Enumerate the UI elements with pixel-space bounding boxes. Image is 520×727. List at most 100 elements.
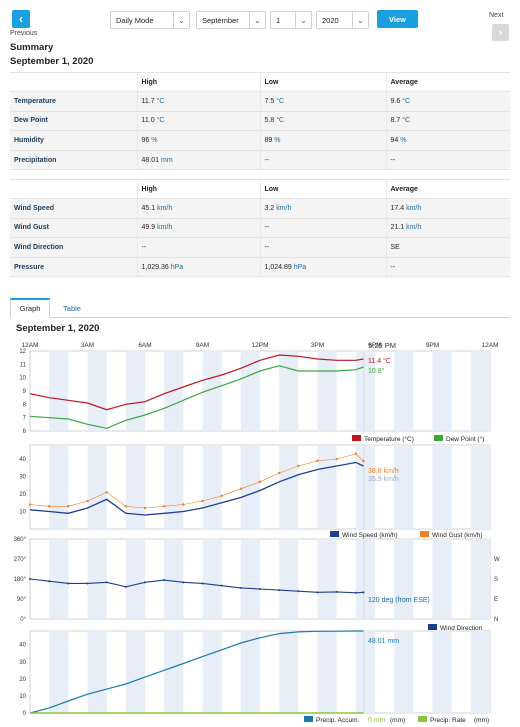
wind-direction-point (182, 581, 185, 584)
summary-title: Summary (10, 42, 54, 53)
precip-accum-end-label: 48.01 mm (368, 638, 399, 645)
wind-direction-point (220, 584, 223, 587)
header-high: High (136, 179, 260, 199)
hour-band (470, 445, 490, 529)
hour-band (125, 351, 145, 431)
hour-band (49, 445, 69, 529)
y-tick-label: 30 (19, 475, 26, 481)
low-cell: 89 % (259, 130, 386, 151)
y-tick-label: 30 (19, 660, 26, 666)
low-value: 3.2 (264, 204, 275, 212)
wind-gust-end-label: 38.8 km/h (368, 468, 399, 475)
unit: °C (156, 117, 165, 125)
avg-value: 8.7 (390, 117, 401, 125)
chevron-down-icon: ⌄ (295, 12, 311, 28)
table-row: Wind Gust 49.9 km/h -- 21.1 km/h (10, 218, 510, 239)
high-cell: 48.01 mm (136, 150, 260, 171)
hour-band (394, 351, 414, 431)
unit: km/h (157, 224, 173, 232)
time-tick-label: 12PM (252, 342, 269, 349)
hour-band (125, 631, 145, 713)
hour-band (279, 539, 299, 619)
hour-band (279, 445, 299, 529)
current-time-label: 5:25 PM (368, 341, 396, 350)
y-tick-label: 10 (19, 510, 26, 516)
hour-band (317, 445, 337, 529)
time-tick-label: 12AM (22, 342, 39, 349)
avg-cell: -- (385, 257, 510, 278)
legend-swatch-temperature (352, 435, 361, 441)
previous-button[interactable]: ‹ (12, 10, 30, 28)
compass-label: S (494, 577, 498, 583)
hour-band (240, 445, 260, 529)
legend-label-wind-gust: Wind Gust (km/h) (432, 532, 483, 539)
date-navigation: ‹ Previous Daily Mode ⌄ September ⌄ 1 ⌄ … (0, 0, 520, 44)
y-tick-label: 90° (17, 597, 27, 603)
high-cell: 49.9 km/h (136, 218, 260, 239)
hour-band (164, 445, 184, 529)
previous-label: Previous (10, 30, 38, 37)
header-empty (10, 179, 137, 199)
low-value: -- (264, 156, 270, 164)
low-cell: 7.5 °C (259, 91, 386, 112)
summary-date: September 1, 2020 (10, 56, 94, 67)
row-label: Humidity (10, 130, 137, 151)
header-low: Low (259, 179, 386, 199)
high-value: 45.1 (141, 204, 156, 212)
next-button[interactable]: › (492, 24, 509, 41)
tab-table[interactable]: Table (63, 303, 81, 313)
unit: °C (156, 97, 165, 105)
legend-label-wind-speed: Wind Speed (km/h) (342, 532, 398, 539)
mode-select[interactable]: Daily Mode ⌄ (110, 11, 190, 29)
day-select[interactable]: 1 ⌄ (270, 11, 312, 29)
wind-direction-point (86, 582, 89, 585)
high-value: 48.01 (141, 156, 160, 164)
chevron-down-icon: ⌄ (173, 12, 189, 28)
table-header-row: High Low Average (10, 72, 510, 92)
high-value: 11.7 (141, 97, 155, 105)
low-value: 89 (264, 136, 273, 144)
header-low: Low (259, 72, 386, 92)
temperature-line (29, 354, 364, 411)
wind-direction-end-label: 120 deg (from ESE) (368, 597, 430, 604)
row-label: Wind Gust (10, 218, 137, 239)
low-cell: -- (259, 218, 386, 239)
high-cell: 11.0 °C (136, 111, 260, 132)
high-value: 49.9 (141, 224, 156, 232)
hour-band (317, 539, 337, 619)
next-label: Next (489, 12, 504, 19)
hour-band (279, 631, 299, 713)
day-select-value: 1 (276, 15, 281, 25)
avg-value: SE (390, 243, 400, 251)
high-cell: 1,029.36 hPa (136, 257, 260, 278)
precip-rate-end-label: 0 mm (368, 717, 386, 724)
tab-graph[interactable]: Graph (10, 298, 50, 318)
hour-band (125, 539, 145, 619)
view-button[interactable]: View (377, 10, 418, 28)
avg-cell: 94 % (385, 130, 510, 151)
legend-suffix: (mm) (474, 717, 489, 724)
hour-band (87, 351, 107, 431)
unit: km/h (406, 224, 422, 232)
y-tick-label: 20 (19, 677, 26, 683)
low-value: 5.8 (264, 117, 275, 125)
hour-band (432, 445, 452, 529)
unit: °C (402, 117, 411, 125)
avg-cell: 8.7 °C (385, 111, 510, 132)
hour-band (355, 539, 375, 619)
high-cell: -- (136, 237, 260, 258)
wind-direction-point (67, 582, 70, 585)
year-select[interactable]: 2020 ⌄ (316, 11, 369, 29)
hour-band (394, 539, 414, 619)
legend-suffix: (mm) (390, 717, 405, 724)
hour-band (202, 445, 222, 529)
y-tick-label: 0° (20, 617, 26, 623)
weather-charts: 12AM 3AM 6AM 9AM 12PM 3PM 6PM 9PM 12AM 5:25 PM 6 7 8… (14, 341, 500, 724)
compass-label: N (494, 617, 498, 623)
temperature-end-label: 11.4 °C (368, 357, 391, 365)
month-select[interactable]: September ⌄ (196, 11, 266, 29)
y-tick-label: 40 (19, 643, 26, 649)
hour-band (164, 631, 184, 713)
y-tick-label: 10 (19, 376, 26, 382)
avg-value: 9.6 (390, 97, 401, 105)
